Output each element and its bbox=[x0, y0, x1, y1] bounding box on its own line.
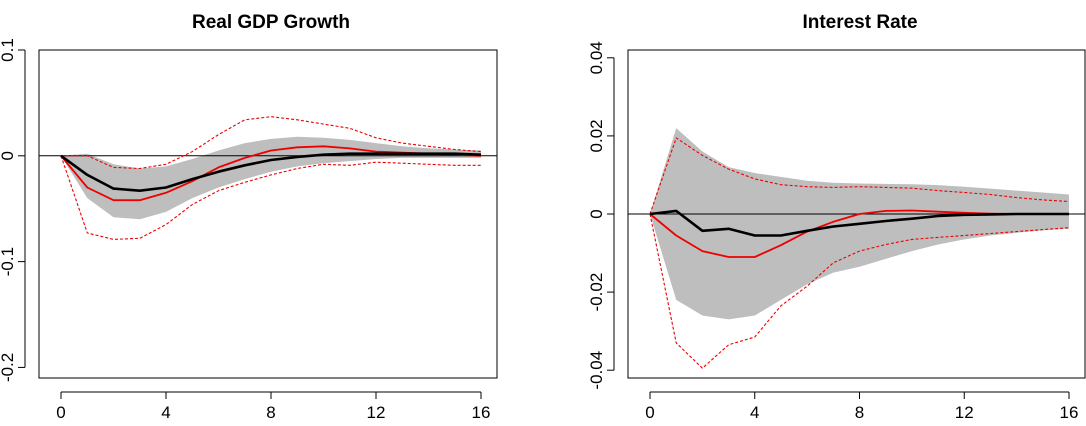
series-line-red-dashed bbox=[649, 137, 1070, 215]
panel-real-gdp-growth: Real GDP Growth 0 4 8 12 16 -0.2 -0.1 0 0.1 bbox=[0, 12, 498, 422]
x-tick-label: 0 bbox=[56, 403, 65, 422]
y-tick-label: -0.04 bbox=[587, 351, 606, 390]
y-tick-label: 0 bbox=[0, 151, 17, 160]
series-line-red-dashed bbox=[649, 213, 1070, 369]
x-tick-label: 12 bbox=[367, 403, 386, 422]
x-tick-label: 4 bbox=[161, 403, 170, 422]
plot-frame bbox=[38, 49, 498, 379]
y-tick-label: -0.2 bbox=[0, 353, 17, 382]
x-tick-label: 8 bbox=[266, 403, 275, 422]
series-line-black bbox=[649, 209, 1069, 237]
x-tick-label: 0 bbox=[645, 403, 654, 422]
series-line-red-dashed bbox=[61, 116, 482, 170]
plot-frame bbox=[627, 49, 1086, 379]
series-line-red-dashed bbox=[60, 155, 481, 240]
x-tick-label: 16 bbox=[472, 403, 491, 422]
y-tick-label: 0.04 bbox=[587, 41, 606, 74]
y-tick-label: 0.1 bbox=[0, 38, 17, 62]
x-tick-label: 12 bbox=[955, 403, 974, 422]
y-tick-label: -0.1 bbox=[0, 247, 17, 276]
x-tick-label: 4 bbox=[750, 403, 759, 422]
y-tick-label: -0.02 bbox=[587, 273, 606, 312]
confidence-band bbox=[61, 136, 481, 220]
x-tick-label: 8 bbox=[855, 403, 864, 422]
series-line-black bbox=[60, 152, 482, 192]
x-tick-label: 16 bbox=[1060, 403, 1079, 422]
panel-title: Real GDP Growth bbox=[192, 12, 350, 33]
panel-interest-rate: Interest Rate 0 4 8 12 16 -0.04 -0.02 0 0.02 0.04 bbox=[587, 12, 1086, 422]
panel-title: Interest Rate bbox=[802, 12, 917, 33]
y-tick-label: 0.02 bbox=[587, 119, 606, 152]
y-tick-label: 0 bbox=[587, 209, 606, 218]
